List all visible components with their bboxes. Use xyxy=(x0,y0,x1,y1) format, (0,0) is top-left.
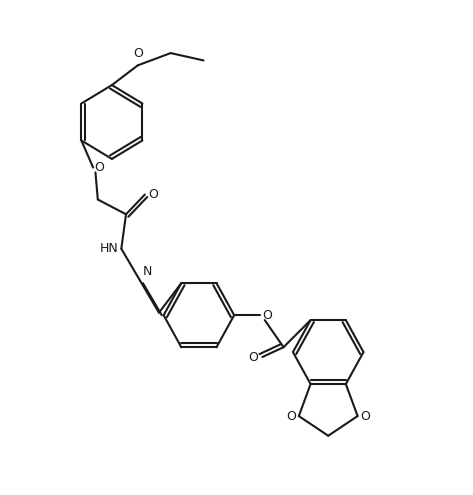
Text: O: O xyxy=(149,188,158,201)
Text: N: N xyxy=(142,265,152,278)
Text: O: O xyxy=(263,309,272,322)
Text: O: O xyxy=(133,48,143,60)
Text: HN: HN xyxy=(100,242,119,255)
Text: O: O xyxy=(360,409,370,423)
Text: O: O xyxy=(248,350,258,363)
Text: O: O xyxy=(287,409,297,423)
Text: O: O xyxy=(95,161,105,174)
